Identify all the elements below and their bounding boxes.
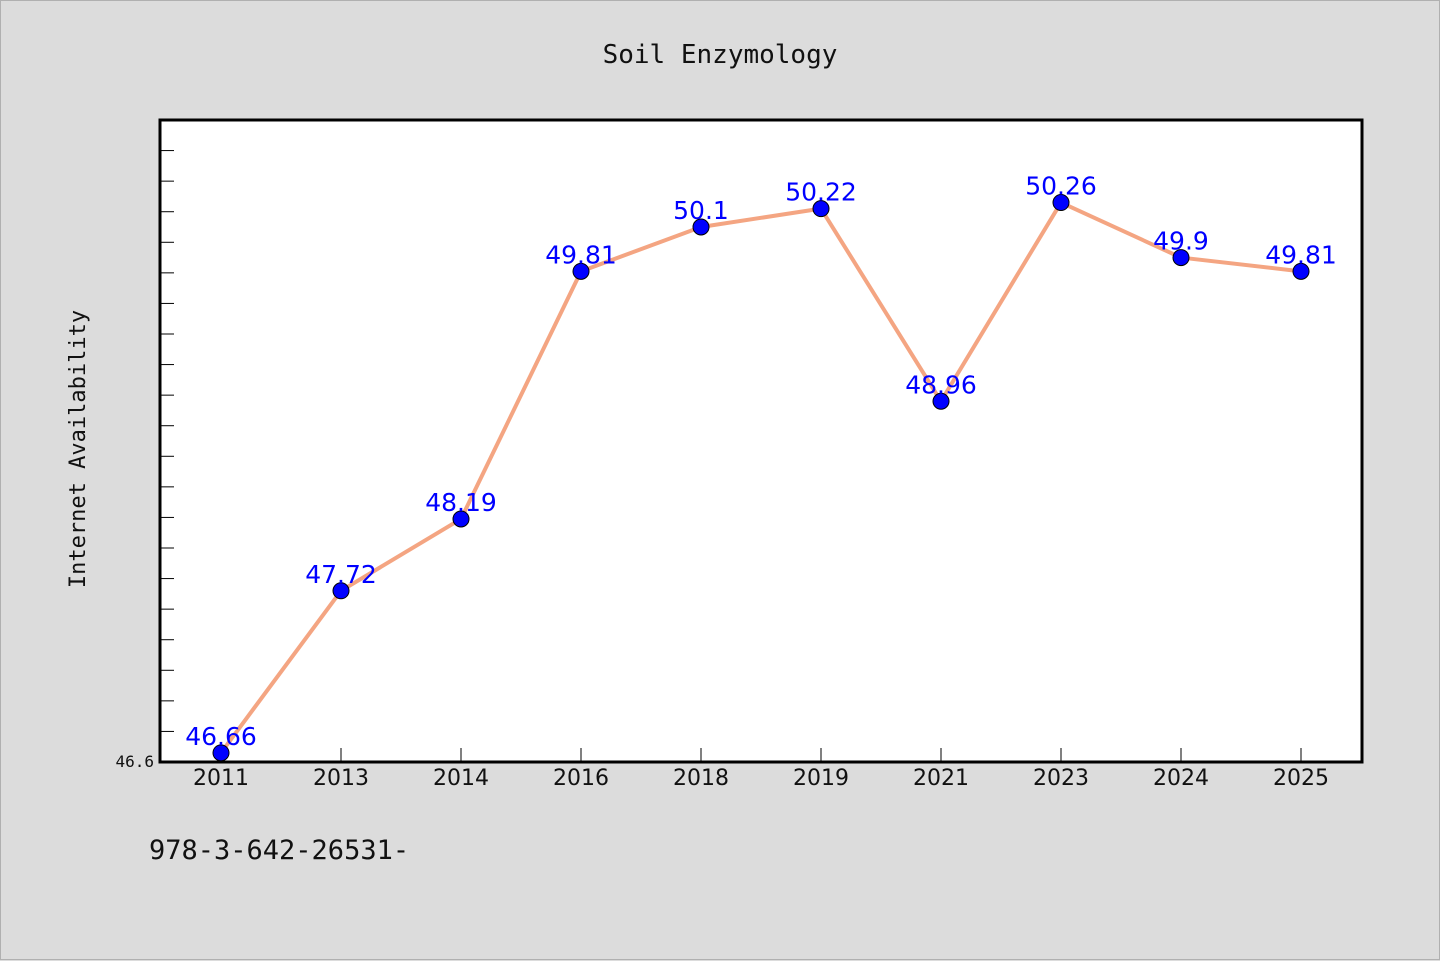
isbn-footnote: 978-3-642-26531- [149,835,410,866]
data-label: 49.81 [1265,240,1337,269]
y-axis-label: Internet Availability [66,310,91,588]
series-line [219,200,1302,755]
x-tick-label: 2025 [1273,766,1329,791]
y-tick-label: 46.6 [115,752,154,771]
x-tick-label: 2013 [313,766,369,791]
data-point [932,392,950,410]
x-tick-label: 2018 [673,766,729,791]
data-markers [212,194,1310,762]
data-label: 47.72 [305,560,377,589]
data-point [572,262,590,280]
x-tick-label: 2024 [1153,766,1209,791]
data-point [1292,262,1310,280]
x-tick-label: 2019 [793,766,849,791]
data-label: 49.81 [545,240,617,269]
x-tick-label: 2016 [553,766,609,791]
data-point [692,218,710,236]
data-point [332,582,350,600]
x-axis-ticks: 2011 2013 2014 2016 2018 2019 2021 2023 2024 2025 [193,748,1329,791]
y-axis-ticks [160,119,174,763]
plot-area [158,118,1364,764]
data-label: 49.9 [1153,227,1209,256]
data-point [1172,249,1190,267]
x-tick-label: 2021 [913,766,969,791]
data-label: 48.19 [425,488,497,517]
data-label: 50.1 [673,196,729,225]
x-tick-label: 2023 [1033,766,1089,791]
x-tick-label: 2014 [433,766,489,791]
data-point [1052,194,1070,212]
data-point [452,510,470,528]
data-label: 46.66 [185,722,257,751]
data-label: 50.22 [785,178,857,207]
chart-title: Soil Enzymology [603,40,838,70]
data-point [812,200,830,218]
data-labels: 46.66 47.72 48.19 49.81 50.1 50.22 48.96 50.26 4… [185,172,1337,751]
y-axis-tick-labels: 46.6 [115,752,154,771]
x-tick-label: 2011 [193,766,249,791]
data-label: 50.26 [1025,172,1097,201]
data-point [212,744,230,762]
data-label: 48.96 [905,370,977,399]
